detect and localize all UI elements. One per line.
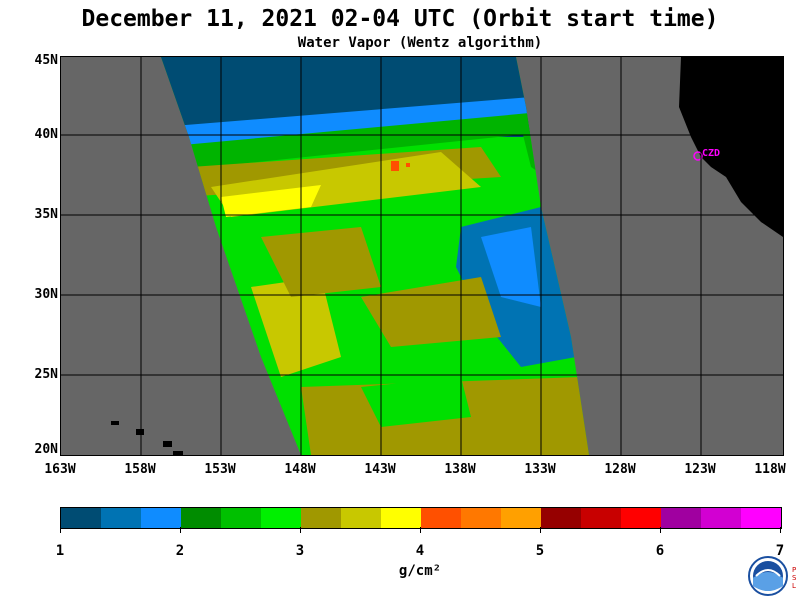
lon-label: 153W [204,462,236,477]
colorbar-tick-label: 3 [295,543,305,559]
colorbar-swatch [221,508,261,528]
island [136,429,144,435]
lat-label-40n: 40N [34,127,58,142]
colorbar-swatch [101,508,141,528]
colorbar-swatch [421,508,461,528]
lon-label: 123W [684,462,716,477]
lon-label: 163W [44,462,76,477]
colorbar-tick [540,527,541,533]
island [111,421,119,425]
noaa-logo [748,556,788,596]
colorbar-swatch [501,508,541,528]
colorbar-tick [780,527,781,533]
colorbar-swatch [741,508,781,528]
colorbar-units: g/cm² [398,563,442,579]
colorbar-tick [60,527,61,533]
colorbar-tick-label: 2 [175,543,185,559]
colorbar-tick-label: 1 [55,543,65,559]
island [173,451,183,455]
lon-label: 143W [364,462,396,477]
colorbar-swatch [341,508,381,528]
colorbar-swatch [621,508,661,528]
map-subtitle: Water Vapor (Wentz algorithm) [297,35,543,51]
land-coastline [679,57,783,237]
colorbar-swatch [381,508,421,528]
page-title: December 11, 2021 02-04 UTC (Orbit start… [81,6,719,32]
colorbar-swatch [661,508,701,528]
colorbar-tick [420,527,421,533]
colorbar-tick [300,527,301,533]
colorbar-tick [180,527,181,533]
island [163,441,172,447]
lon-label: 128W [604,462,636,477]
colorbar-tick [660,527,661,533]
colorbar-swatch [141,508,181,528]
station-label: CZD [702,148,720,159]
lon-label: 118W [754,462,786,477]
lon-label: 133W [524,462,556,477]
water-vapor-map: CZD [60,56,784,456]
colorbar-swatch [61,508,101,528]
colorbar-swatch [541,508,581,528]
lat-label-45n: 45N [34,53,58,68]
colorbar-swatch [261,508,301,528]
colorbar-swatch [461,508,501,528]
lat-label-30n: 30N [34,287,58,302]
graticule [61,57,783,455]
colorbar-tick-label: 6 [655,543,665,559]
lat-label-35n: 35N [34,207,58,222]
colorbar-swatch [181,508,221,528]
lon-label: 158W [124,462,156,477]
colorbar-tick-label: 5 [535,543,545,559]
colorbar-tick-label: 4 [415,543,425,559]
colorbar-tick-label: 7 [775,543,785,559]
lat-label-25n: 25N [34,367,58,382]
lat-label-20n: 20N [34,442,58,457]
colorbar-swatch [301,508,341,528]
lon-label: 138W [444,462,476,477]
station-marker [693,151,703,161]
colorbar [60,507,782,529]
colorbar-swatch [701,508,741,528]
lon-label: 148W [284,462,316,477]
colorbar-swatch [581,508,621,528]
